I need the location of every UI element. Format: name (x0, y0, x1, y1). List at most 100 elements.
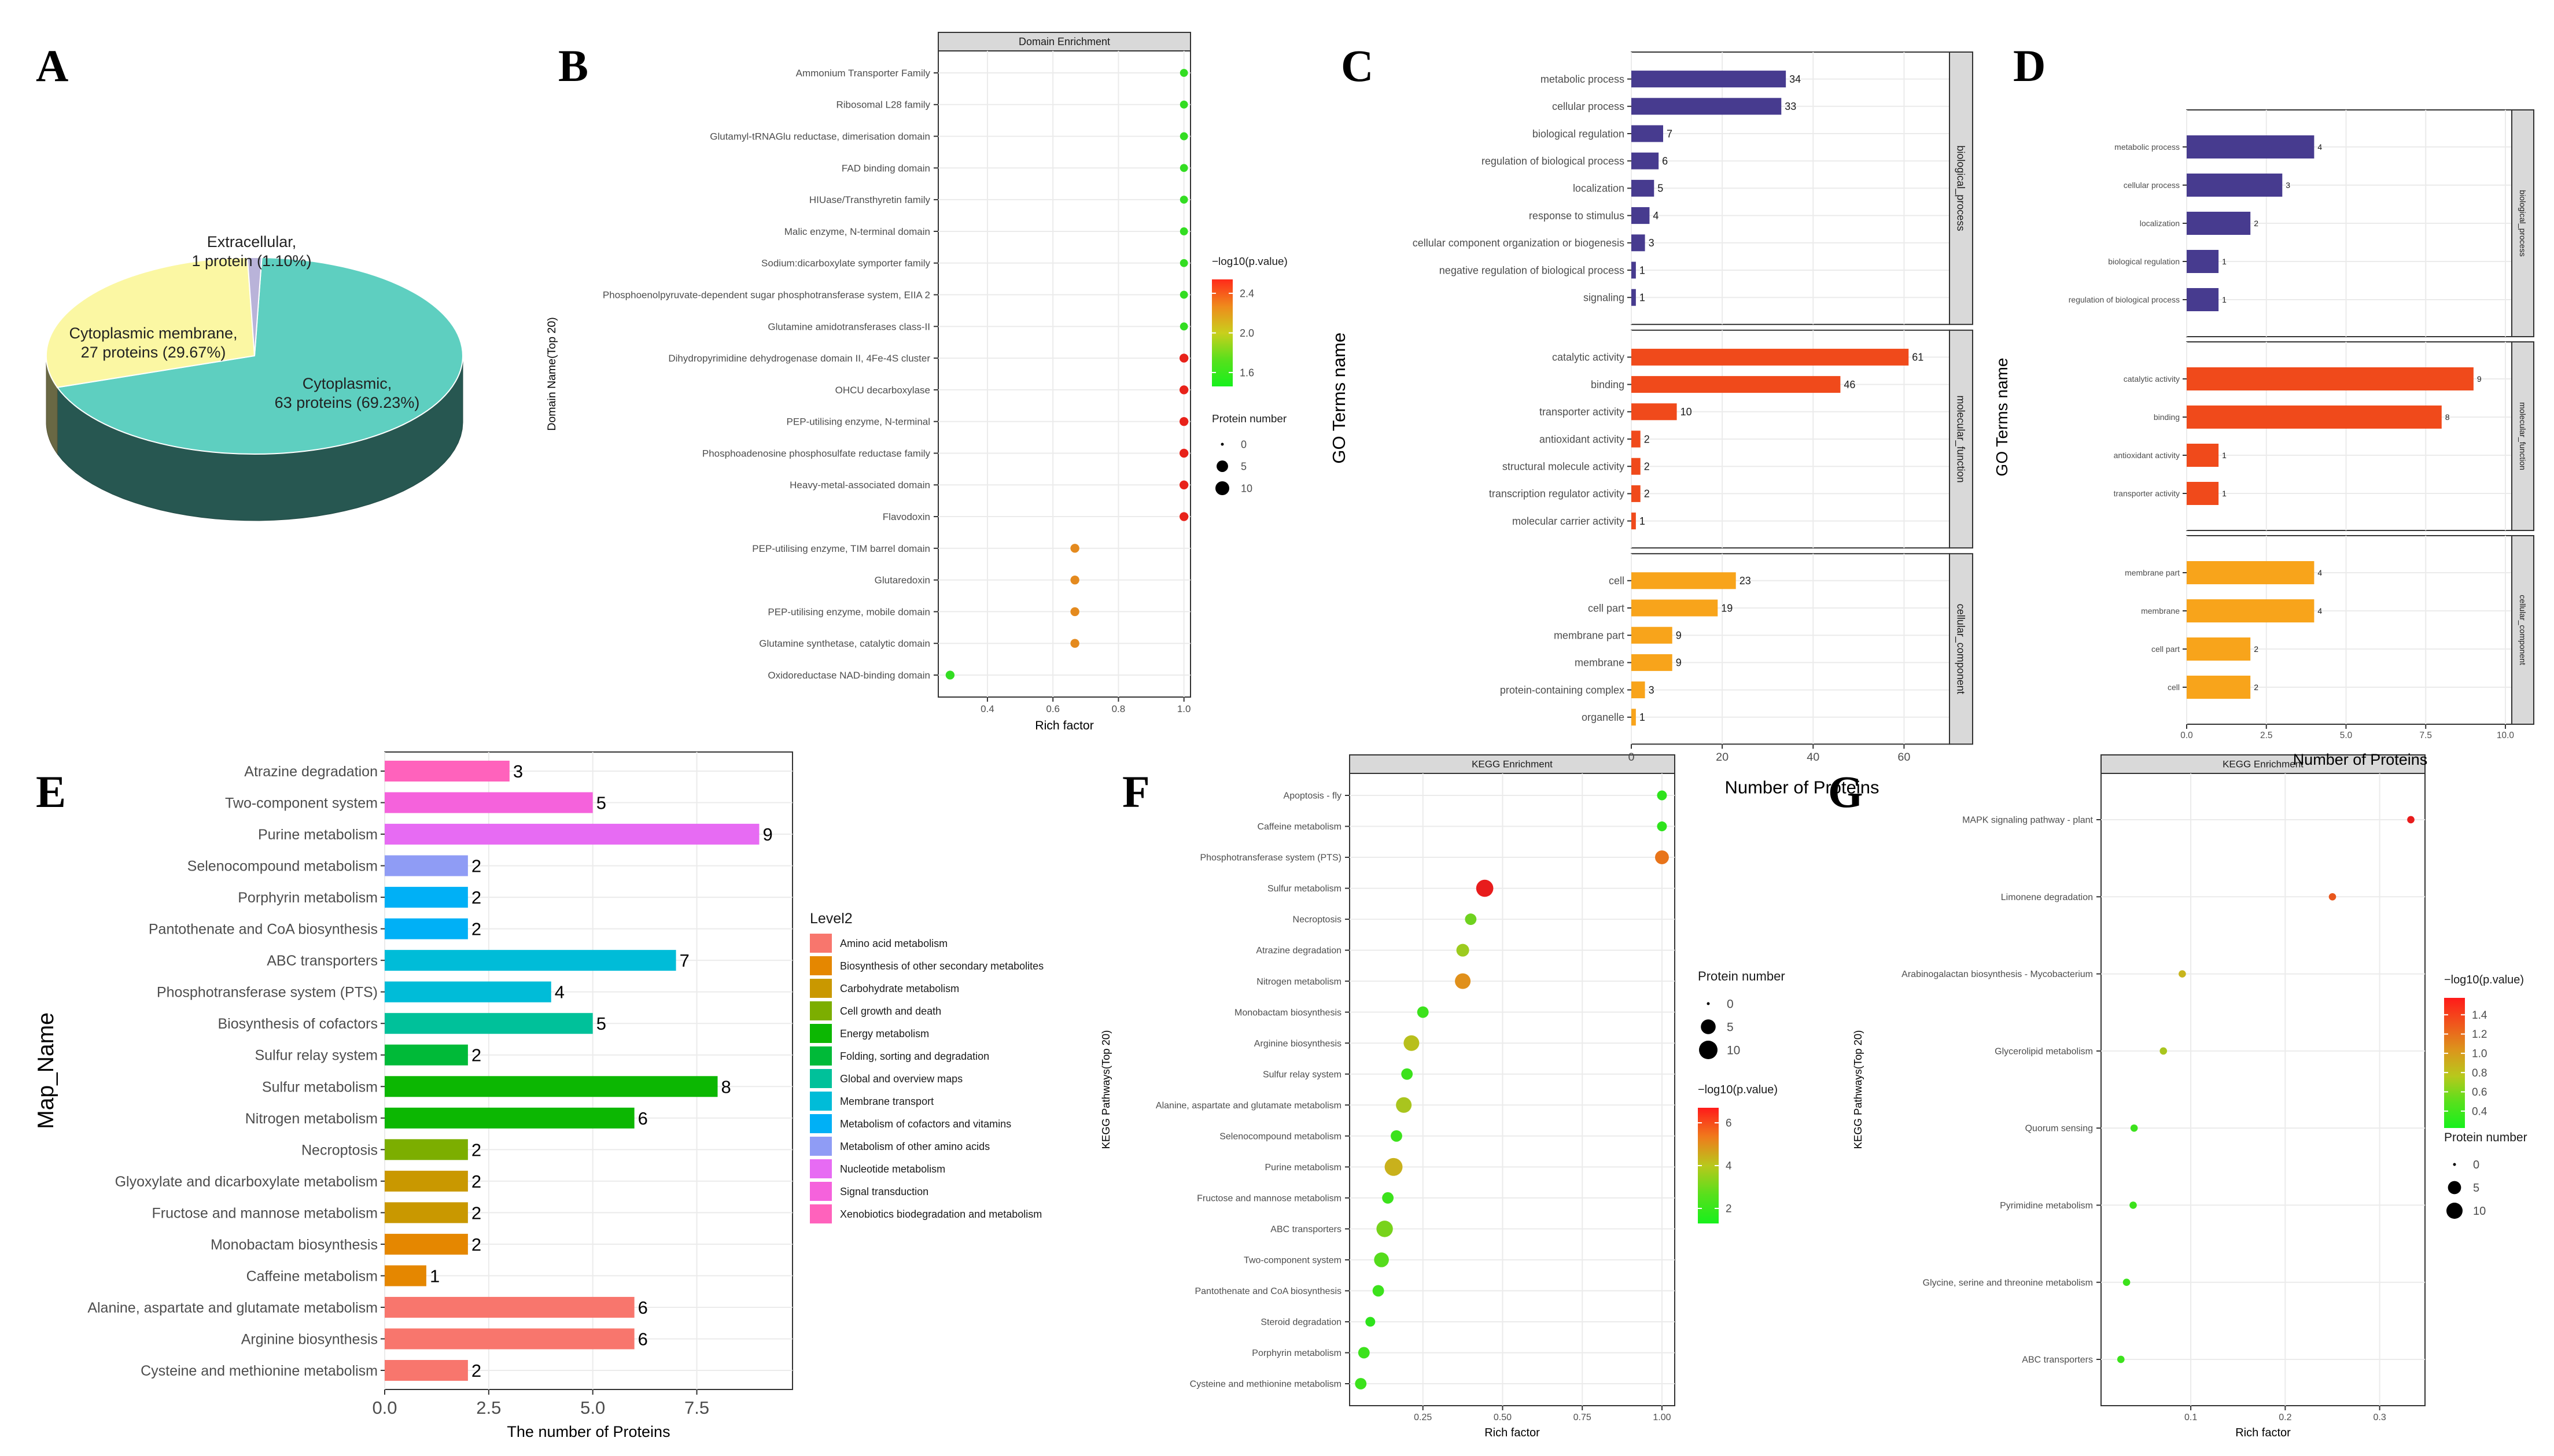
bar (1631, 485, 1641, 502)
y-axis-title: Map_Name (34, 1012, 58, 1129)
pie-slice-1 (46, 257, 256, 388)
bar-value-label: 8 (721, 1077, 731, 1097)
data-point (1455, 973, 1471, 989)
bar (385, 1360, 468, 1381)
y-tick-label: HIUase/Transthyretin family (809, 194, 931, 205)
bar-value-label: 4 (555, 982, 565, 1002)
legend-swatch (810, 1001, 832, 1020)
size-legend-title: Protein number (1212, 413, 1287, 425)
y-tick-label: transporter activity (2114, 489, 2180, 498)
data-point (1365, 1317, 1376, 1327)
facet-label: cellular_component (1955, 604, 1967, 694)
y-axis-title: KEGG Pathways(Top 20) (1100, 1030, 1112, 1149)
data-point (1070, 607, 1079, 617)
x-tick-label: 0.4 (981, 703, 994, 714)
y-tick-label: regulation of biological process (1481, 156, 1624, 167)
data-point (1358, 1347, 1370, 1359)
y-tick-label: Pantothenate and CoA biosynthesis (1195, 1287, 1342, 1296)
bar (2187, 367, 2474, 390)
bar-value-label: 1 (2222, 295, 2227, 304)
y-tick-label: Glutamine synthetase, catalytic domain (759, 638, 930, 649)
y-axis-title: GO Terms name (1329, 333, 1349, 464)
y-tick-label: Necroptosis (301, 1142, 378, 1158)
y-tick-label: protein-containing complex (1500, 684, 1624, 696)
data-point (1179, 480, 1189, 489)
bar (2187, 212, 2251, 235)
bar (1631, 572, 1736, 589)
facet-strip (1949, 329, 1973, 549)
bar (385, 761, 510, 782)
size-legend-label: 0 (2473, 1159, 2479, 1171)
bar-value-label: 2 (1644, 461, 1650, 473)
x-tick-label: 20 (1716, 751, 1729, 764)
color-tick-label: 6 (1726, 1118, 1732, 1130)
y-tick-label: Nitrogen metabolism (245, 1111, 378, 1127)
facet-label: molecular_function (2518, 402, 2527, 470)
y-tick-label: Dihydropyrimidine dehydrogenase domain I… (668, 353, 930, 364)
legend-label: Energy metabolism (840, 1028, 929, 1040)
bar (1631, 125, 1663, 142)
bar (1631, 513, 1636, 530)
bar (1631, 430, 1641, 448)
legend-swatch (810, 1069, 832, 1088)
legend-label: Metabolism of cofactors and vitamins (840, 1118, 1011, 1130)
facet-strip (2511, 341, 2534, 531)
bar-value-label: 6 (638, 1298, 648, 1318)
bar (385, 855, 468, 876)
legend-swatch (810, 979, 832, 998)
y-tick-label: molecular carrier activity (1512, 515, 1624, 527)
bar-value-label: 2 (471, 1361, 481, 1381)
data-point (1396, 1097, 1412, 1113)
y-tick-label: ABC transporters (2022, 1355, 2093, 1365)
y-tick-label: Limonene degradation (2001, 893, 2093, 902)
pie-slice-2 (246, 256, 263, 356)
size-legend-dot (2448, 1181, 2461, 1195)
x-tick-label: 0.0 (2180, 731, 2192, 740)
bar (2187, 250, 2219, 273)
y-tick-label: Selenocompound metabolism (187, 858, 378, 875)
y-tick-label: Cysteine and methionine metabolism (1190, 1380, 1342, 1389)
y-tick-label: Phosphoenolpyruvate-dependent sugar phos… (603, 289, 930, 300)
panel-label-B: B (558, 40, 588, 91)
y-tick-label: cell (1609, 575, 1624, 587)
x-tick-label: 0.25 (1414, 1413, 1432, 1422)
facet-strip (1949, 553, 1973, 745)
panel-label-E: E (36, 766, 66, 817)
y-tick-label: PEP-utilising enzyme, mobile domain (768, 606, 930, 617)
bar-value-label: 1 (1639, 292, 1645, 304)
legend-swatch (810, 1159, 832, 1178)
bar (2187, 637, 2251, 661)
x-axis-title: The number of Proteins (507, 1423, 670, 1440)
color-tick-label: 2 (1726, 1203, 1732, 1215)
data-point (1417, 1006, 1429, 1018)
bar (385, 1265, 426, 1287)
bar-value-label: 9 (1676, 657, 1682, 669)
y-tick-label: biological regulation (1532, 128, 1624, 139)
bar (1631, 289, 1636, 306)
bar (385, 981, 551, 1002)
bar-value-label: 4 (2317, 606, 2322, 615)
color-legend-title: −log10(p.value) (1698, 1083, 1778, 1096)
bar-value-label: 3 (1649, 684, 1654, 696)
y-axis-title: GO Terms name (1993, 358, 2011, 477)
y-tick-label: Sulfur relay system (255, 1048, 378, 1064)
facet-strip (938, 32, 1191, 51)
y-tick-label: Sulfur metabolism (262, 1079, 378, 1095)
bar-value-label: 8 (2445, 412, 2450, 422)
bar-value-label: 46 (1844, 379, 1855, 390)
y-tick-label: organelle (1582, 712, 1624, 723)
bar (385, 887, 468, 908)
bar-value-label: 3 (1649, 237, 1654, 249)
data-point (2179, 970, 2186, 978)
bar (385, 824, 760, 845)
chart-title: Domain Enrichment (1019, 36, 1110, 47)
legend-label: Folding, sorting and degradation (840, 1050, 989, 1062)
y-tick-label: Malic enzyme, N-terminal domain (784, 226, 930, 237)
bar-value-label: 5 (596, 1013, 606, 1034)
size-legend-title: Protein number (1698, 969, 1785, 983)
y-tick-label: PEP-utilising enzyme, TIM barrel domain (752, 543, 930, 554)
y-tick-label: regulation of biological process (2069, 295, 2180, 304)
pie-detail-0: 63 proteins (69.23%) (275, 394, 420, 411)
data-point (1179, 353, 1189, 363)
bar-value-label: 5 (1657, 183, 1663, 194)
